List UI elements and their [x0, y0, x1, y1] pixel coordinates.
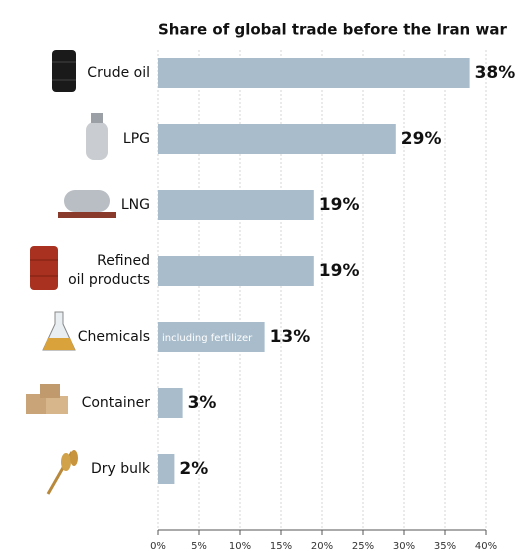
flask-icon [42, 311, 76, 351]
x-tick-label: 10% [229, 541, 251, 552]
value-label: 2% [179, 459, 208, 479]
bar [158, 190, 314, 220]
x-tick-label: 0% [150, 541, 166, 552]
category-label: Refined oil products [68, 253, 150, 288]
x-tick-label: 5% [191, 541, 207, 552]
value-label: 3% [188, 393, 217, 413]
chart-title: Share of global trade before the Iran wa… [158, 21, 507, 39]
value-label: 13% [270, 327, 311, 347]
category-label: Dry bulk [90, 460, 150, 477]
bar [158, 388, 183, 418]
bar-note: including fertilizer [162, 333, 253, 344]
bar [158, 58, 470, 88]
x-tick-label: 40% [475, 541, 497, 552]
barrel-icon [52, 50, 76, 92]
bar [158, 322, 265, 352]
boxes-icon [26, 384, 68, 414]
x-tick-label: 20% [311, 541, 333, 552]
bar [158, 124, 396, 154]
category-label: Container [81, 394, 150, 411]
value-label: 38% [475, 63, 516, 83]
category-label: Chemicals [77, 328, 150, 345]
wheat-icon [46, 450, 78, 495]
category-label: LPG [122, 130, 150, 147]
x-tick-label: 25% [352, 541, 374, 552]
value-label: 19% [319, 195, 360, 215]
bar [158, 454, 175, 484]
lng-tank-icon [58, 190, 116, 218]
red-barrel-icon [30, 246, 58, 290]
x-tick-label: 30% [393, 541, 415, 552]
icons [26, 50, 116, 495]
value-label: 19% [319, 261, 360, 281]
x-tick-label: 15% [270, 541, 292, 552]
x-tick-label: 35% [434, 541, 456, 552]
category-label: LNG [120, 196, 150, 213]
bar [158, 256, 314, 286]
value-label: 29% [401, 129, 442, 149]
gas-cylinder-icon [86, 113, 108, 160]
category-label: Crude oil [87, 64, 150, 81]
